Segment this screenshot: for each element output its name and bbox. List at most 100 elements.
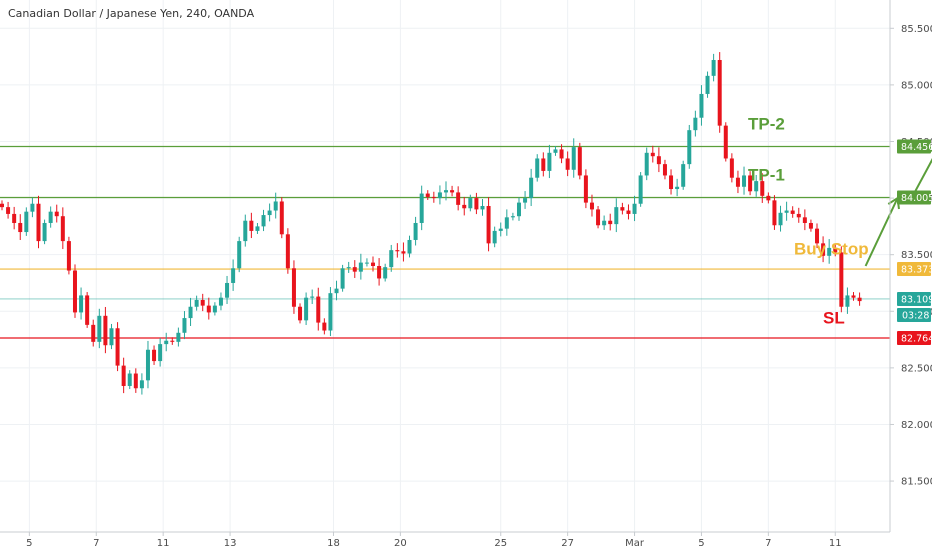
candle-body xyxy=(675,186,680,190)
candle-body xyxy=(589,202,594,210)
candle-body xyxy=(261,215,266,227)
level-badge xyxy=(897,139,931,154)
candle-body xyxy=(705,75,710,94)
candle-body xyxy=(225,282,230,298)
level-badge xyxy=(897,291,931,306)
price-tick-label: 82.000 xyxy=(901,420,932,431)
candle-body xyxy=(279,201,284,235)
candle-body xyxy=(255,226,260,231)
price-tick-label: 85.000 xyxy=(901,80,932,91)
candle-body xyxy=(170,340,175,342)
candle-body xyxy=(358,262,363,272)
candle-body xyxy=(790,210,795,214)
candle-body xyxy=(322,322,327,331)
candle-body xyxy=(748,175,753,192)
candle-body xyxy=(298,306,303,321)
candle-body xyxy=(66,241,71,271)
candle-body xyxy=(24,211,29,233)
candle-body xyxy=(194,299,199,307)
arrow-shaft xyxy=(910,158,932,199)
level-badge-label: 83.373 xyxy=(901,265,932,276)
grid xyxy=(0,0,890,532)
candle-body xyxy=(565,158,570,170)
candle-body xyxy=(504,217,509,229)
candle-body xyxy=(103,315,108,346)
time-tick-label: 13 xyxy=(224,538,237,549)
candle-body xyxy=(0,203,4,208)
price-levels xyxy=(0,145,890,339)
candle-body xyxy=(541,158,546,171)
candle-body xyxy=(419,193,424,223)
candle-body xyxy=(547,152,552,171)
candle-body xyxy=(851,295,856,298)
candle-body xyxy=(529,177,534,199)
candle-body xyxy=(127,373,132,386)
level-badge xyxy=(897,330,931,345)
price-tick-label: 82.500 xyxy=(901,363,932,374)
annotation-tp-1: TP-1 xyxy=(748,166,785,185)
price-axis: 81.50082.00082.50083.00083.50084.00084.5… xyxy=(889,0,932,532)
candle-body xyxy=(407,239,412,254)
time-tick-label: 7 xyxy=(765,538,771,549)
candle-body xyxy=(48,211,53,223)
candle-body xyxy=(42,222,47,242)
candle-body xyxy=(638,175,643,204)
candle-body xyxy=(413,222,418,240)
candle-body xyxy=(200,299,205,306)
candle-body xyxy=(431,196,436,199)
time-tick-label: 20 xyxy=(394,538,407,549)
candle-body xyxy=(596,209,601,226)
candle-body xyxy=(693,117,698,131)
candle-body xyxy=(577,147,582,176)
time-tick-label: 25 xyxy=(494,538,507,549)
level-badge-label: 84.005 xyxy=(901,193,932,204)
candle-body xyxy=(218,297,223,306)
candle-body xyxy=(12,213,17,223)
candle-body xyxy=(97,315,102,342)
candle-body xyxy=(267,210,272,216)
candle-body xyxy=(401,251,406,254)
candle-body xyxy=(389,250,394,268)
candle-body xyxy=(425,193,430,197)
candle-body xyxy=(91,324,96,342)
candle-body xyxy=(620,207,625,211)
candle-body xyxy=(729,158,734,178)
candle-body xyxy=(474,198,479,210)
candle-body xyxy=(340,268,345,289)
time-tick-label: 11 xyxy=(157,538,170,549)
candle-body xyxy=(72,270,77,313)
candle-body xyxy=(808,222,813,229)
candle-body xyxy=(699,93,704,118)
candle-body xyxy=(456,192,461,205)
price-tick-label: 83.500 xyxy=(901,250,932,261)
annotation-tp-2: TP-2 xyxy=(748,114,785,133)
candle-body xyxy=(79,295,84,313)
arrow-shaft xyxy=(864,197,899,267)
candle-body xyxy=(364,262,369,264)
candle-body xyxy=(316,296,321,323)
candle-body xyxy=(766,195,771,201)
candle-body xyxy=(644,152,649,176)
time-tick-label: 5 xyxy=(698,538,704,549)
candle-body xyxy=(602,220,607,226)
candle-body xyxy=(662,164,667,176)
candle-body xyxy=(60,216,65,242)
annotation-sl: SL xyxy=(823,308,845,327)
candle-body xyxy=(656,156,661,165)
candle-body xyxy=(492,230,497,244)
candle-body xyxy=(711,59,716,76)
candle-body xyxy=(30,203,35,212)
candle-body xyxy=(742,175,747,187)
candle-body xyxy=(760,181,765,196)
candle-body xyxy=(833,247,838,253)
candle-body xyxy=(839,252,844,307)
candle-body xyxy=(821,243,826,256)
candle-body xyxy=(772,200,777,226)
candle-body xyxy=(383,267,388,279)
candle-body xyxy=(133,373,138,389)
level-badge-label: 84.456 xyxy=(901,142,932,153)
candle-body xyxy=(182,318,187,333)
candle-body xyxy=(334,288,339,294)
